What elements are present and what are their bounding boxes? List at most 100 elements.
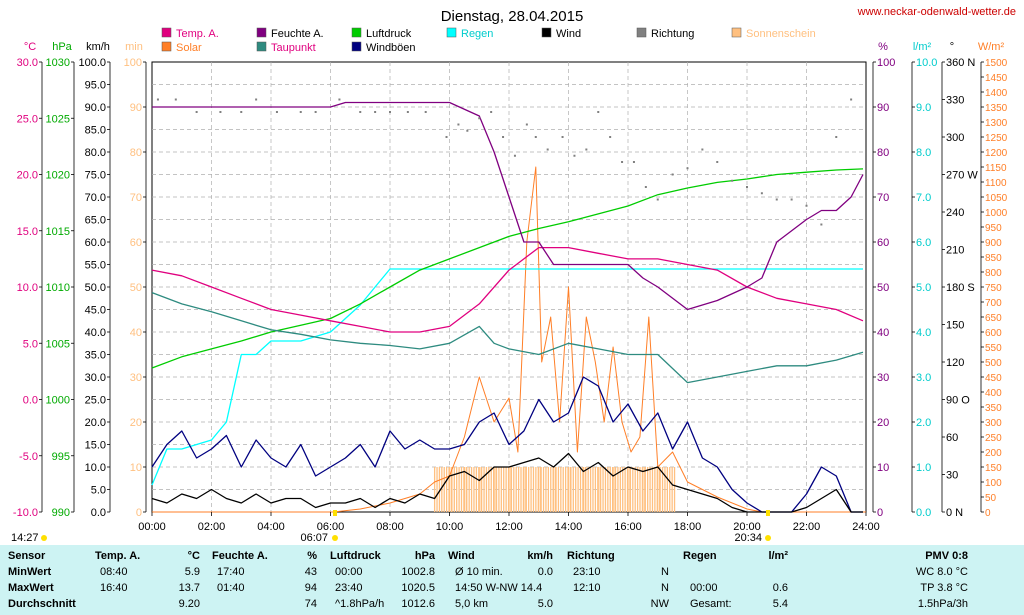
right-tick-label: 500 bbox=[985, 358, 1002, 369]
right-tick-label: 270 W bbox=[946, 170, 978, 182]
x-tick-label: 24:00 bbox=[852, 521, 880, 533]
right-tick-label: 50 bbox=[877, 282, 889, 294]
x-tick-label: 02:00 bbox=[198, 521, 226, 533]
pmv-value: WC 8.0 °C bbox=[915, 566, 968, 578]
richtung-point bbox=[561, 136, 564, 138]
left-tick-label: 1005 bbox=[46, 338, 70, 350]
left-tick-label: 95.0 bbox=[85, 80, 106, 92]
right-tick-label: 1350 bbox=[985, 103, 1008, 114]
left-tick-label: 1030 bbox=[46, 57, 70, 69]
right-tick-label: 1150 bbox=[985, 163, 1007, 174]
richtung-point bbox=[338, 98, 341, 101]
axes: °C 30.0 25.0 20.0 15.0 10.0 5.0 0.0 -5.0 -10.0 hPa… bbox=[13, 41, 1008, 519]
left-tick-label: 20.0 bbox=[17, 170, 38, 182]
left-tick-label: 90.0 bbox=[85, 102, 106, 114]
richtung-point bbox=[314, 111, 317, 113]
right-tick-label: 50 bbox=[985, 493, 997, 504]
left-tick-label: 0 bbox=[136, 507, 142, 519]
richtung-point bbox=[731, 179, 734, 182]
series-line-taupunkt bbox=[151, 291, 864, 384]
right-tick-label: 550 bbox=[985, 343, 1002, 354]
series-line-luftdruck bbox=[151, 168, 864, 369]
left-tick-label: 0.0 bbox=[91, 507, 106, 519]
legend-swatch bbox=[161, 41, 172, 52]
site-link[interactable]: www.neckar-odenwald-wetter.de bbox=[857, 6, 1016, 18]
richtung-point bbox=[805, 204, 808, 207]
left-tick-label: 60 bbox=[130, 237, 142, 249]
left-tick-label: 1020 bbox=[46, 170, 70, 182]
richtung-point bbox=[716, 161, 719, 163]
right-tick-label: 1.0 bbox=[916, 462, 931, 474]
legend-label: Sonnenschein bbox=[746, 28, 816, 40]
right-tick-label: 1200 bbox=[985, 148, 1008, 159]
feuchte-value: 74 bbox=[304, 598, 317, 610]
richtung-point bbox=[525, 123, 528, 126]
right-tick-label: 1100 bbox=[985, 178, 1007, 189]
regen-time: 00:00 bbox=[690, 582, 718, 594]
richtung-point bbox=[195, 111, 198, 113]
richtung-point bbox=[299, 111, 302, 113]
left-tick-label: 5.0 bbox=[91, 485, 106, 497]
right-axis-unit: ° bbox=[950, 41, 954, 53]
series-line-feuchte-a- bbox=[152, 101, 864, 311]
statistics-table: Sensor Temp. A. °C Feuchte A.% Luftdruck hPa W… bbox=[0, 545, 1024, 615]
left-tick-label: 1000 bbox=[46, 395, 70, 407]
richtung-point bbox=[389, 111, 391, 113]
richtung-point bbox=[478, 117, 481, 120]
sunrise-marker bbox=[333, 510, 337, 516]
richtung-point bbox=[275, 111, 278, 113]
richtung-point bbox=[445, 136, 448, 138]
x-tick-label: 16:00 bbox=[614, 521, 642, 533]
plot-area bbox=[151, 61, 867, 513]
legend-label: Solar bbox=[176, 42, 202, 54]
left-tick-label: -5.0 bbox=[19, 451, 38, 463]
legend-swatch bbox=[541, 27, 552, 38]
richtung-time: 12:10 bbox=[573, 582, 601, 594]
left-tick-label: 20 bbox=[130, 417, 142, 429]
richtung-point bbox=[686, 167, 689, 170]
right-tick-label: 650 bbox=[985, 313, 1002, 324]
pmv-value: 1.5hPa/3h bbox=[917, 598, 968, 610]
druck-value: 1012.6 bbox=[401, 598, 435, 610]
right-tick-label: 600 bbox=[985, 328, 1002, 339]
right-tick-label: 0 bbox=[877, 507, 883, 519]
right-tick-label: 300 bbox=[985, 418, 1002, 429]
druck-time: ^1.8hPa/h bbox=[335, 598, 385, 610]
right-tick-label: 7.0 bbox=[916, 192, 931, 204]
richtung-point bbox=[156, 98, 159, 101]
right-tick-label: 40 bbox=[877, 327, 889, 339]
left-tick-label: 90 bbox=[130, 102, 142, 114]
left-tick-label: 100.0 bbox=[78, 57, 106, 69]
header-richtung: Richtung bbox=[567, 550, 615, 562]
header-regen-unit: l/m² bbox=[768, 550, 788, 562]
right-tick-label: 4.0 bbox=[916, 327, 931, 339]
legend-swatch bbox=[351, 27, 362, 38]
right-tick-label: 750 bbox=[985, 283, 1002, 294]
richtung-point bbox=[609, 136, 612, 138]
left-tick-label: 10.0 bbox=[85, 462, 106, 474]
sunset-label: 20:34 bbox=[734, 532, 762, 544]
right-tick-label: 90 bbox=[877, 102, 889, 114]
row-label: Durchschnitt bbox=[8, 598, 76, 610]
richtung-point bbox=[466, 129, 469, 132]
legend-swatch bbox=[636, 27, 647, 38]
x-tick-label: 18:00 bbox=[674, 521, 702, 533]
richtung-point bbox=[621, 161, 624, 163]
legend-swatch bbox=[256, 27, 267, 38]
right-tick-label: 2.0 bbox=[916, 417, 931, 429]
left-tick-label: 40.0 bbox=[85, 327, 106, 339]
left-tick-label: 10 bbox=[130, 462, 142, 474]
richtung-value: N bbox=[661, 582, 669, 594]
right-tick-label: 1000 bbox=[985, 208, 1008, 219]
richtung-point bbox=[820, 223, 823, 226]
left-tick-label: 30.0 bbox=[17, 57, 38, 69]
right-tick-label: 60 bbox=[946, 432, 958, 444]
left-tick-label: 35.0 bbox=[85, 350, 106, 362]
header-temp: Temp. A. bbox=[95, 550, 141, 562]
left-tick-label: 10.0 bbox=[17, 282, 38, 294]
temp-time: 16:40 bbox=[100, 582, 128, 594]
richtung-point bbox=[490, 111, 493, 113]
richtung-point bbox=[790, 198, 793, 201]
right-tick-label: 0 bbox=[985, 508, 991, 519]
richtung-point bbox=[597, 111, 600, 113]
